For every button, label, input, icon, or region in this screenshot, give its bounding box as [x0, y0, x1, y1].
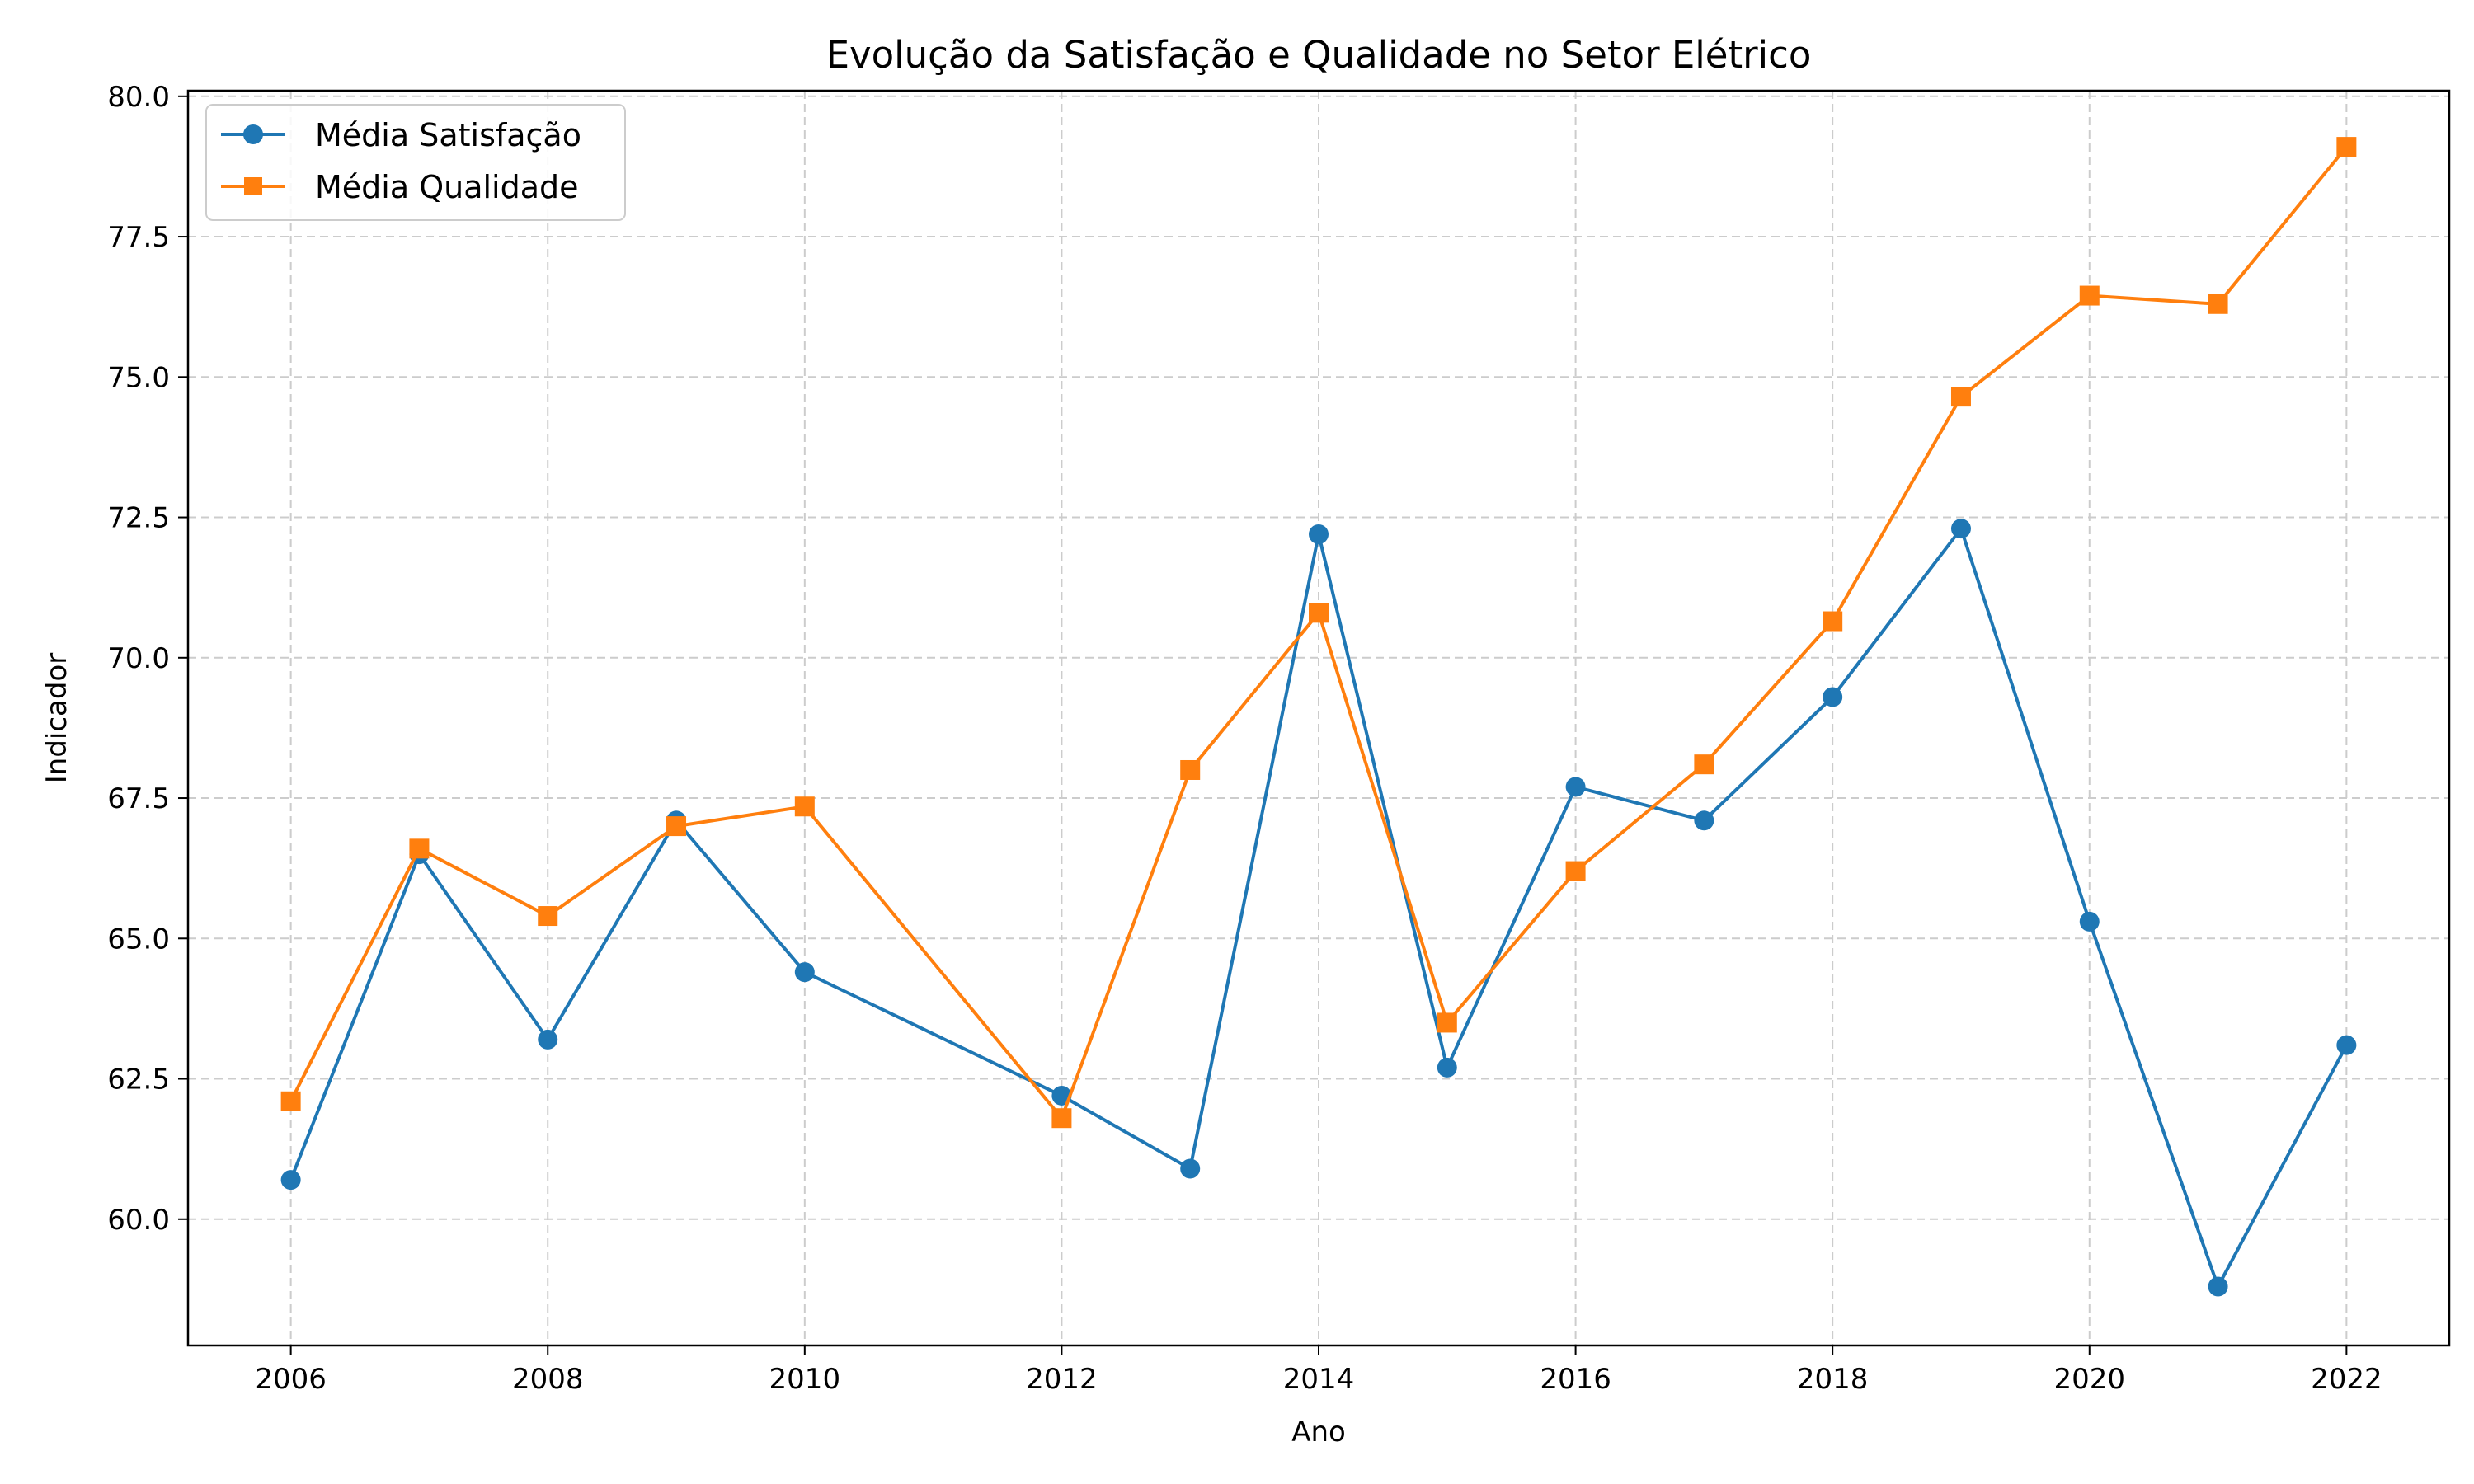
data-point-satisfacao: [1950, 519, 1971, 539]
data-point-qualidade: [1437, 1012, 1457, 1033]
data-point-qualidade: [666, 816, 687, 837]
x-tick-label: 2020: [2054, 1363, 2126, 1396]
data-point-qualidade: [1565, 861, 1586, 881]
series-line-qualidade: [289, 145, 2349, 1120]
data-point-satisfacao: [2336, 1035, 2357, 1055]
axis-ticks: 2006 2008 2010 2012 2014 2016 2018 2020 2022 60.0…: [107, 81, 2382, 1396]
x-tick-label: 2010: [769, 1363, 841, 1396]
data-point-qualidade: [1823, 611, 1843, 632]
y-tick-label: 77.5: [107, 221, 170, 254]
data-point-qualidade: [2208, 294, 2228, 314]
series-line-satisfacao: [289, 527, 2349, 1289]
data-point-qualidade: [1180, 759, 1201, 780]
data-point-satisfacao: [1180, 1158, 1201, 1179]
y-tick-label: 65.0: [107, 923, 170, 956]
data-point-qualidade: [1051, 1108, 1072, 1129]
data-point-satisfacao: [2208, 1276, 2228, 1297]
x-tick-label: 2022: [2311, 1363, 2382, 1396]
y-tick-label: 67.5: [107, 782, 170, 815]
grid: [188, 91, 2449, 1345]
x-tick-label: 2018: [1797, 1363, 1869, 1396]
x-tick-label: 2006: [255, 1363, 327, 1396]
data-point-qualidade: [794, 796, 815, 817]
chart-title: Evolução da Satisfação e Qualidade no Se…: [826, 33, 1812, 77]
data-point-satisfacao: [1437, 1057, 1457, 1078]
data-point-qualidade: [409, 838, 430, 859]
data-point-qualidade: [538, 906, 558, 927]
legend-label-qualidade: Média Qualidade: [315, 169, 579, 205]
data-point-qualidade: [1694, 754, 1714, 775]
data-point-satisfacao: [1694, 810, 1714, 831]
x-tick-label: 2016: [1540, 1363, 1611, 1396]
x-tick-label: 2008: [512, 1363, 584, 1396]
legend-marker-qualidade: [244, 177, 262, 195]
x-tick-label: 2014: [1283, 1363, 1355, 1396]
data-point-satisfacao: [1309, 524, 1329, 544]
series-qualidade: [280, 137, 2357, 1129]
y-tick-label: 75.0: [107, 361, 170, 394]
data-point-satisfacao: [1823, 687, 1843, 707]
y-tick-label: 60.0: [107, 1204, 170, 1237]
data-point-qualidade: [280, 1091, 301, 1111]
y-tick-label: 72.5: [107, 502, 170, 535]
data-point-qualidade: [2079, 285, 2100, 306]
data-point-qualidade: [1950, 387, 1971, 407]
data-point-qualidade: [1309, 603, 1329, 623]
legend-marker-satisfacao: [243, 124, 263, 144]
data-point-qualidade: [2336, 137, 2357, 157]
series-satisfacao: [280, 519, 2357, 1297]
data-point-satisfacao: [794, 962, 815, 983]
y-tick-label: 62.5: [107, 1064, 170, 1097]
x-axis-label: Ano: [1291, 1416, 1346, 1449]
y-tick-label: 70.0: [107, 642, 170, 675]
data-point-satisfacao: [2079, 911, 2100, 932]
legend-label-satisfacao: Média Satisfação: [315, 117, 581, 153]
data-point-satisfacao: [538, 1029, 558, 1050]
x-tick-label: 2012: [1026, 1363, 1098, 1396]
y-axis-label: Indicador: [40, 653, 73, 784]
y-tick-label: 80.0: [107, 81, 170, 114]
legend: Média Satisfação Média Qualidade: [205, 104, 626, 221]
legend-box: [205, 104, 626, 221]
data-point-satisfacao: [280, 1170, 301, 1190]
data-point-satisfacao: [1565, 777, 1586, 797]
series-layer: [280, 137, 2357, 1297]
